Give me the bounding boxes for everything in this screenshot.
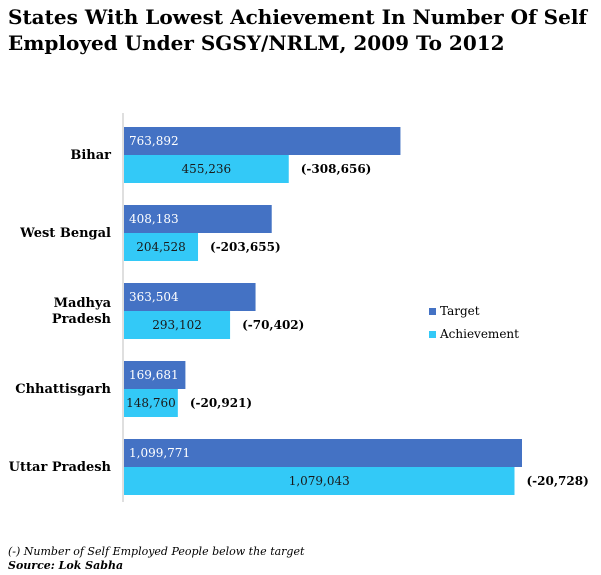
difference-label-2: (-70,402) — [242, 318, 304, 332]
bar-achievement-4 — [124, 467, 515, 495]
category-label-1: West Bengal — [19, 226, 111, 241]
bar-target-0 — [124, 127, 401, 155]
category-label-3: Chhattisgarh — [15, 382, 111, 397]
legend-swatch-0 — [429, 308, 436, 315]
difference-label-4: (-20,728) — [526, 474, 588, 488]
data-label-target-1: 408,183 — [129, 212, 179, 226]
data-label-achievement-1: 204,528 — [136, 240, 186, 254]
bar-target-3 — [124, 361, 186, 389]
data-label-achievement-0: 455,236 — [182, 162, 232, 176]
bar-achievement-1 — [124, 233, 199, 261]
category-label-0: Bihar — [70, 148, 111, 163]
data-label-target-3: 169,681 — [129, 368, 179, 382]
legend-swatch-1 — [429, 331, 436, 338]
data-label-achievement-3: 148,760 — [126, 396, 176, 410]
category-label-2-line-0: Madhya — [54, 296, 112, 311]
data-label-target-4: 1,099,771 — [129, 446, 190, 460]
bar-achievement-2 — [124, 311, 231, 339]
legend-label-0: Target — [440, 304, 480, 318]
bar-target-4 — [124, 439, 522, 467]
category-label-4: Uttar Pradesh — [9, 460, 112, 475]
data-label-achievement-4: 1,079,043 — [289, 474, 350, 488]
legend-label-1: Achievement — [439, 327, 519, 341]
difference-label-3: (-20,921) — [190, 396, 252, 410]
data-label-target-2: 363,504 — [129, 290, 179, 304]
bar-target-1 — [124, 205, 272, 233]
chart-title: States With Lowest Achievement In Number… — [8, 5, 588, 55]
bar-target-2 — [124, 283, 256, 311]
data-label-target-0: 763,892 — [129, 134, 179, 148]
bar-achievement-3 — [124, 389, 178, 417]
data-label-achievement-2: 293,102 — [152, 318, 202, 332]
difference-label-1: (-203,655) — [210, 240, 281, 254]
source-note: Source: Lok Sabha — [8, 559, 124, 572]
footnote: (-) Number of Self Employed People below… — [8, 545, 305, 558]
category-label-2-line-1: Pradesh — [52, 312, 112, 327]
bar-achievement-0 — [124, 155, 289, 183]
difference-label-0: (-308,656) — [301, 162, 372, 176]
